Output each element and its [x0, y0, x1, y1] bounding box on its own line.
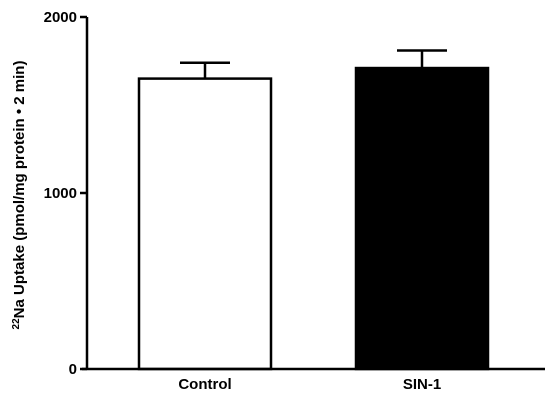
bars-layer [137, 49, 490, 371]
bar-control [137, 77, 273, 371]
x-tick-label-sin-1: SIN-1 [403, 376, 441, 393]
y-axis-title: 22Na Uptake (pmol/mg protein • 2 min) [11, 61, 28, 330]
bar-sin-1 [354, 66, 490, 371]
y-tick-label-0: 0 [69, 361, 77, 378]
y-axis-title-text: Na Uptake (pmol/mg protein • 2 min) [11, 61, 28, 319]
x-tick-label-control: Control [178, 376, 231, 393]
y-axis-title-superscript: 22 [11, 318, 22, 330]
axes-layer: Control SIN-1 0 1000 2000 [44, 9, 545, 393]
y-tick-label-1000: 1000 [44, 185, 77, 202]
y-tick-label-2000: 2000 [44, 9, 77, 26]
